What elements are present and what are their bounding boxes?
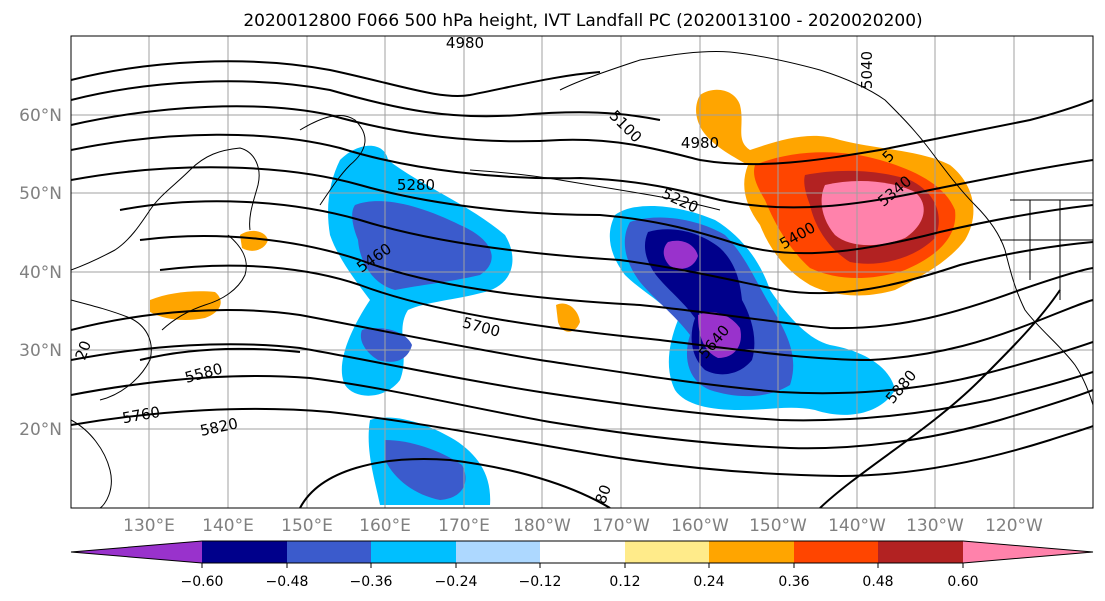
latitude-labels: 60°N 50°N 40°N 30°N 20°N: [19, 106, 62, 440]
lat-label: 50°N: [19, 184, 62, 204]
lon-label: 120°W: [985, 516, 1043, 536]
contour-label: 4980: [446, 34, 484, 52]
coastline-japan: [161, 234, 247, 331]
lon-label: 160°E: [359, 516, 411, 536]
lat-label: 40°N: [19, 263, 62, 283]
ivt-positive-region-orange-small-2: [556, 303, 580, 332]
colorbar-segments: [71, 541, 1093, 563]
lat-label: 30°N: [19, 341, 62, 361]
contour-label: 80: [592, 482, 615, 506]
colorbar-segment: [287, 541, 371, 563]
colorbar-segment: [202, 541, 287, 563]
longitude-labels: 130°E 140°E 150°E 160°E 170°E 180°W 170°…: [123, 516, 1043, 536]
colorbar-extend-max: [963, 541, 1093, 563]
lat-label: 20°N: [19, 420, 62, 440]
ivt-shading: [150, 89, 974, 505]
contour-label: 20: [72, 338, 95, 362]
lon-label: 130°W: [906, 516, 964, 536]
lon-label: 180°W: [513, 516, 571, 536]
colorbar-tick-label: −0.12: [519, 574, 562, 590]
colorbar-tick-label: −0.60: [181, 574, 224, 590]
lon-label: 150°E: [281, 516, 333, 536]
coastlines: [71, 51, 1093, 508]
ivt-positive-region-orange-small-1: [240, 230, 268, 251]
contour-label: 4980: [681, 134, 719, 152]
ivt-negative-region-central-purple-1: [663, 240, 698, 269]
colorbar: −0.60 −0.48 −0.36 −0.24 −0.12 0.12 0.24 …: [70, 540, 1094, 590]
lon-label: 130°E: [123, 516, 175, 536]
lon-label: 170°E: [438, 516, 490, 536]
colorbar-tick-label: −0.48: [266, 574, 309, 590]
colorbar-tick-label: −0.24: [435, 574, 478, 590]
lat-label: 60°N: [19, 106, 62, 126]
colorbar-segment: [878, 541, 963, 563]
colorbar-tick-label: 0.60: [947, 574, 978, 590]
colorbar-ticks: [201, 563, 964, 568]
colorbar-segment: [371, 541, 456, 563]
height-contours: [71, 60, 1093, 508]
contour-label: 5280: [397, 176, 435, 194]
map-panel: 4980 5040 5100 4980 5220 5280 5340 5400 …: [70, 34, 1094, 509]
colorbar-tick-label: 0.12: [609, 574, 640, 590]
colorbar-tick-labels: −0.60 −0.48 −0.36 −0.24 −0.12 0.12 0.24 …: [181, 574, 979, 590]
colorbar-segment: [625, 541, 709, 563]
colorbar-tick-label: −0.36: [350, 574, 393, 590]
colorbar-segment: [794, 541, 878, 563]
lon-label: 140°W: [828, 516, 886, 536]
map-frame: [70, 35, 1094, 509]
coastline-asia: [71, 147, 260, 508]
lon-label: 170°W: [592, 516, 650, 536]
contour-label: 5040: [858, 51, 876, 89]
state-borders: [1000, 199, 1093, 300]
colorbar-tick-label: 0.36: [778, 574, 809, 590]
coastline-kamchatka: [299, 115, 366, 206]
lon-label: 160°W: [671, 516, 729, 536]
figure-title: 2020012800 F066 500 hPa height, IVT Land…: [243, 11, 922, 31]
lon-label: 140°E: [202, 516, 254, 536]
colorbar-segment: [709, 541, 794, 563]
ivt-negative-region-mid-blue: [360, 328, 412, 362]
colorbar-segment: [540, 541, 625, 563]
colorbar-extend-min: [71, 541, 202, 563]
coastline-north-america: [1004, 249, 1093, 406]
colorbar-tick-label: 0.24: [693, 574, 724, 590]
coastline-aleutians: [469, 169, 721, 211]
coastline-alaska: [559, 51, 1006, 251]
colorbar-segment: [456, 541, 540, 563]
colorbar-tick-label: 0.48: [862, 574, 893, 590]
ivt-negative-region-west-blue: [352, 201, 492, 290]
lon-label: 150°W: [749, 516, 807, 536]
ivt-negative-region-south-blue: [385, 440, 466, 500]
